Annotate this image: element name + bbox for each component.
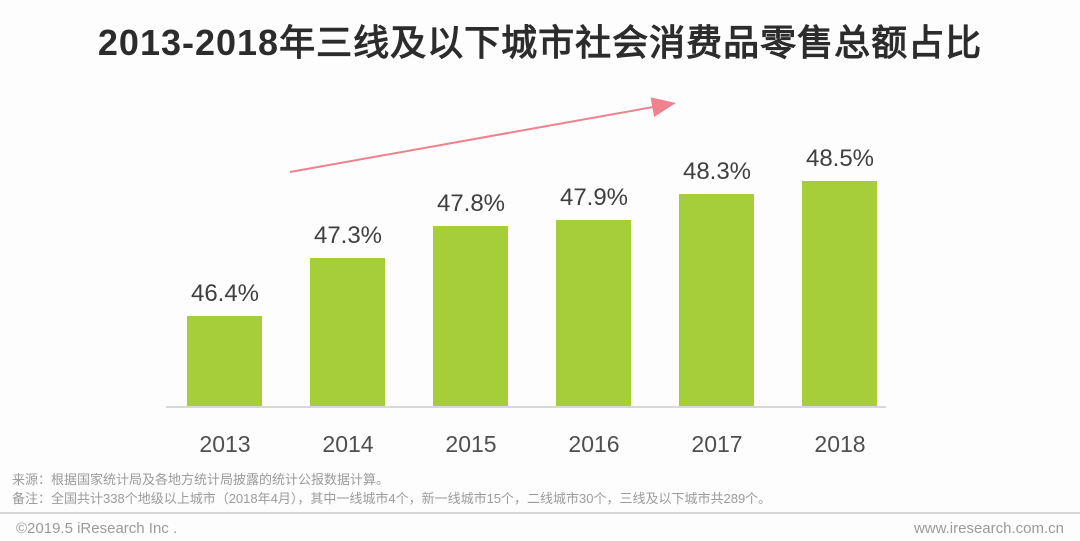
copyright-text: ©2019.5 iResearch Inc . (16, 520, 178, 537)
bar-value-label: 47.8% (436, 190, 506, 217)
bar-value-label: 48.3% (682, 158, 752, 185)
bar-group: 47.8% 2015 (412, 100, 530, 457)
bar-group: 47.9% 2016 (535, 100, 653, 457)
bar-value-label: 48.5% (805, 145, 875, 172)
plot-area: 46.4% 2013 47.3% 2014 47.8% 2015 47.9% 2016 48.3… (166, 100, 886, 457)
bar (433, 226, 508, 406)
bar-group: 47.3% 2014 (289, 100, 407, 457)
bottom-bar: ©2019.5 iResearch Inc . www.iresearch.co… (0, 514, 1080, 541)
bar (310, 258, 385, 406)
bar (187, 316, 262, 406)
bar-value-label: 47.3% (313, 222, 383, 249)
footer-divider (0, 512, 1080, 514)
bar-value-label: 46.4% (190, 280, 260, 307)
x-axis-label: 2013 (199, 431, 251, 457)
website-text: www.iresearch.com.cn (913, 520, 1064, 537)
x-axis-label: 2017 (691, 431, 743, 457)
x-axis-label: 2015 (445, 431, 497, 457)
bar-group: 48.3% 2017 (658, 100, 776, 457)
bar (679, 194, 754, 406)
bar (802, 181, 877, 406)
bar-group: 48.5% 2018 (781, 100, 899, 457)
footer-notes: 来源：根据国家统计局及各地方统计局披露的统计公报数据计算。 备注：全国共计338… (12, 470, 1012, 508)
bar (556, 220, 631, 406)
bar-group: 46.4% 2013 (166, 100, 284, 457)
remark-note: 备注：全国共计338个地级以上城市（2018年4月），其中一线城市4个，新一线城… (12, 491, 772, 506)
x-axis-label: 2018 (814, 431, 866, 457)
source-note: 来源：根据国家统计局及各地方统计局披露的统计公报数据计算。 (12, 472, 390, 487)
x-axis-label: 2014 (322, 431, 374, 457)
x-axis-label: 2016 (568, 431, 620, 457)
bar-value-label: 47.9% (559, 184, 629, 211)
chart-title: 2013-2018年三线及以下城市社会消费品零售总额占比 (97, 22, 983, 63)
